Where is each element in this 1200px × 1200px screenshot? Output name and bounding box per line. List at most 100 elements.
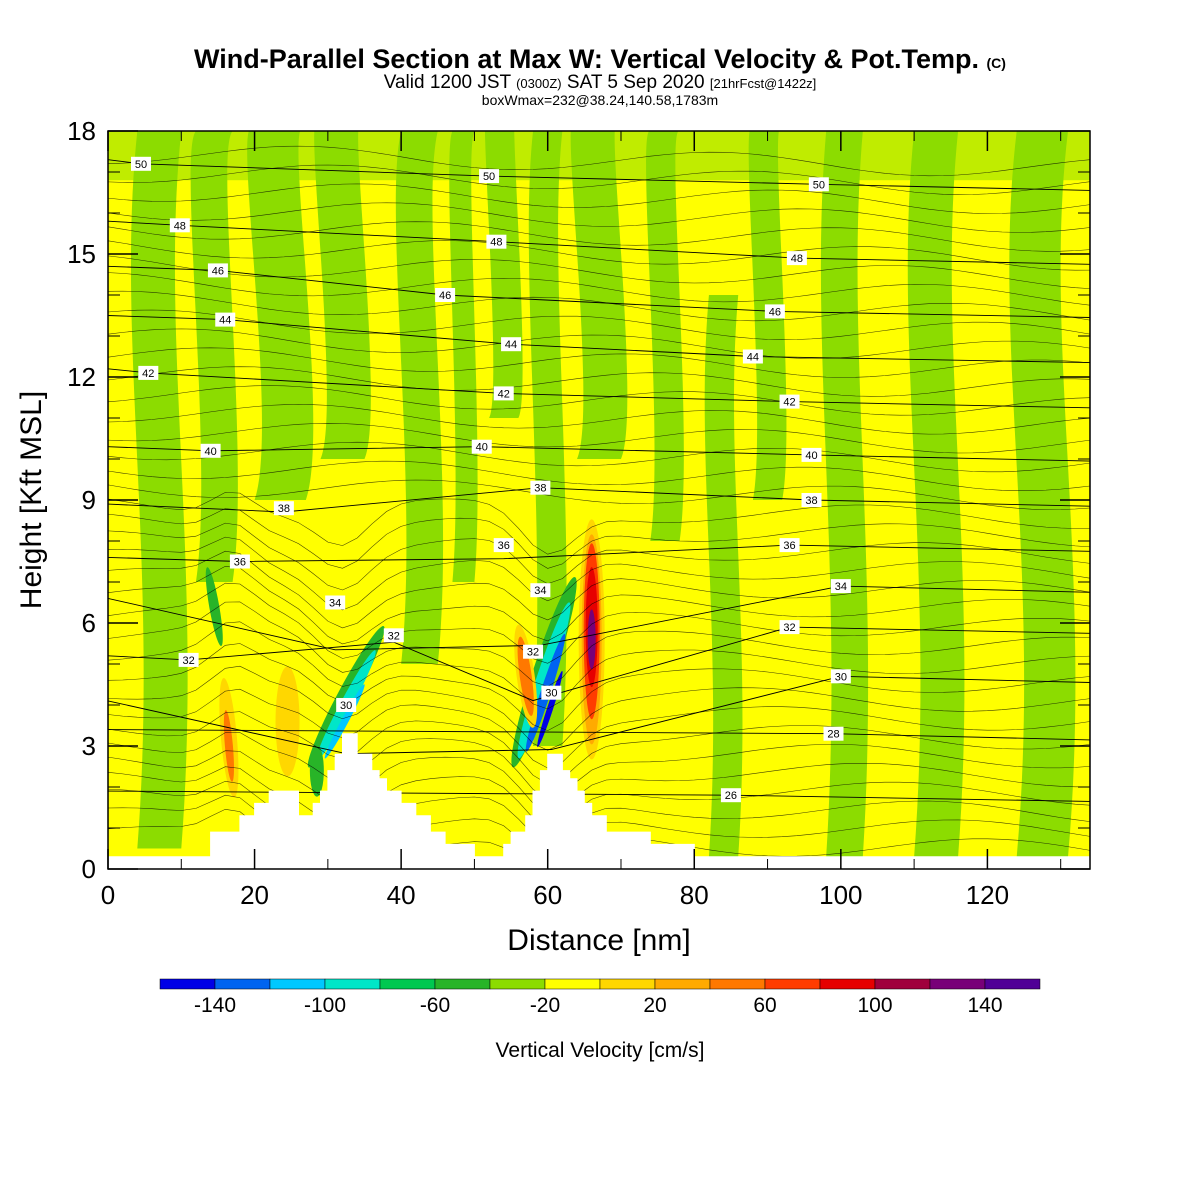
contour-label-text: 34 bbox=[329, 598, 341, 610]
contour-label-bg bbox=[273, 501, 294, 516]
downdraft-3 bbox=[205, 567, 223, 647]
contour-label-bg bbox=[493, 386, 514, 401]
theta-line-minor bbox=[108, 164, 1090, 195]
theta-line-minor bbox=[108, 688, 1090, 769]
contour-label-bg bbox=[501, 337, 522, 352]
green-streak bbox=[130, 131, 188, 849]
contour-label-bg bbox=[336, 698, 357, 712]
contour-label-text: 34 bbox=[534, 585, 546, 597]
y-tick-label: 6 bbox=[82, 608, 96, 638]
contour-label-text: 40 bbox=[476, 442, 488, 454]
contour-label: 46 bbox=[435, 288, 456, 302]
contour-label-bg bbox=[830, 669, 851, 684]
x-tick-label: 100 bbox=[819, 880, 862, 910]
theta-line-minor bbox=[108, 272, 1090, 306]
contour-label: 28 bbox=[823, 726, 844, 741]
contour-label-bg bbox=[779, 620, 800, 635]
theta-line-minor bbox=[108, 643, 1090, 731]
contour-label: 42 bbox=[779, 394, 800, 409]
colorbar: -140 -100 -60 -20 20 60 100 140 bbox=[159, 978, 1041, 1017]
contour-label-text: 46 bbox=[769, 306, 781, 318]
theta-line-minor bbox=[108, 601, 1090, 687]
contour-label: 36 bbox=[493, 538, 514, 553]
contour-label-bg bbox=[229, 554, 250, 569]
contour-label-text: 48 bbox=[791, 253, 803, 265]
terrain bbox=[108, 733, 1090, 869]
contour-label: 32 bbox=[779, 620, 800, 635]
theta-line-minor bbox=[108, 385, 1090, 416]
contour-label: 32 bbox=[523, 644, 544, 659]
colorbar-tick-label: 20 bbox=[643, 994, 666, 1017]
downdraft-4 bbox=[309, 744, 324, 797]
theta-line-36 bbox=[108, 544, 1090, 562]
x-tick-label: 0 bbox=[101, 880, 115, 910]
x-tick-label: 20 bbox=[240, 880, 269, 910]
green-streak bbox=[314, 131, 371, 459]
contour-label: 38 bbox=[273, 501, 294, 516]
contour-label: 50 bbox=[130, 156, 151, 171]
contour-label-text: 32 bbox=[527, 647, 539, 659]
copyright-mark: (C) bbox=[986, 55, 1006, 71]
colorbar-swatch bbox=[159, 978, 216, 990]
terrain-fill bbox=[108, 733, 1090, 869]
contour-label: 34 bbox=[325, 595, 346, 610]
colorbar-swatch bbox=[489, 978, 546, 990]
green-streak bbox=[1009, 131, 1076, 857]
colorbar-tick-label: 60 bbox=[753, 994, 776, 1017]
updraft-4 bbox=[275, 666, 300, 777]
x-tick-label: 60 bbox=[533, 880, 562, 910]
contour-label-bg bbox=[207, 263, 228, 278]
y-tick-label: 15 bbox=[67, 239, 96, 269]
green-streak bbox=[247, 131, 314, 500]
contour-label-bg bbox=[471, 439, 492, 454]
theta-line-minor bbox=[108, 550, 1090, 629]
colorbar-swatch bbox=[764, 978, 821, 990]
colorbar-tick-label: -140 bbox=[194, 994, 236, 1017]
colorbar-tick-label: -20 bbox=[530, 994, 560, 1017]
contour-label: 46 bbox=[764, 304, 785, 319]
contour-label: 32 bbox=[178, 652, 199, 667]
contour-label-text: 48 bbox=[490, 237, 502, 249]
y-tick-label: 9 bbox=[82, 485, 96, 515]
contour-label-bg bbox=[823, 726, 844, 741]
contour-label: 44 bbox=[501, 337, 522, 352]
contour-label-bg bbox=[779, 394, 800, 409]
green-streak bbox=[570, 131, 628, 459]
chart-valid-time: Valid 1200 JST (0300Z) SAT 5 Sep 2020 [2… bbox=[0, 72, 1200, 94]
contour-label-text: 28 bbox=[827, 729, 839, 741]
contour-label-text: 42 bbox=[498, 388, 510, 400]
theta-line-minor bbox=[108, 508, 1090, 569]
theta-line-minor bbox=[108, 347, 1090, 378]
theta-line-minor bbox=[108, 183, 1090, 214]
contour-label-text: 36 bbox=[234, 557, 246, 569]
colorbar-swatch bbox=[214, 978, 271, 990]
theta-line-minor bbox=[108, 665, 1090, 751]
theta-line-minor bbox=[108, 522, 1090, 591]
y-tick-label: 0 bbox=[82, 854, 96, 884]
contour-label-text: 36 bbox=[783, 540, 795, 552]
theta-line-minor bbox=[108, 460, 1090, 491]
contour-label: 38 bbox=[801, 493, 822, 507]
theta-line-minor bbox=[108, 404, 1090, 435]
contour-label-text: 36 bbox=[498, 540, 510, 552]
theta-line-minor bbox=[108, 202, 1090, 233]
contour-label: 30 bbox=[830, 669, 851, 684]
contour-label: 34 bbox=[530, 583, 551, 598]
contour-label-text: 38 bbox=[805, 495, 817, 507]
green-streak bbox=[449, 131, 478, 582]
contour-label-text: 40 bbox=[805, 450, 817, 462]
theta-line-minor bbox=[108, 750, 1090, 813]
colorbar-swatch bbox=[819, 978, 876, 990]
title-text: Wind-Parallel Section at Max W: Vertical… bbox=[194, 44, 979, 74]
chart-title: Wind-Parallel Section at Max W: Vertical… bbox=[0, 44, 1200, 75]
colorbar-tick-label: -100 bbox=[304, 994, 346, 1017]
x-tick-label: 120 bbox=[966, 880, 1009, 910]
colorbar-label: Vertical Velocity [cm/s] bbox=[496, 1039, 705, 1062]
contour-label-text: 50 bbox=[483, 171, 495, 183]
y-tick-label: 3 bbox=[82, 731, 96, 761]
contour-label-text: 50 bbox=[135, 159, 147, 171]
contour-label-text: 46 bbox=[439, 290, 451, 302]
contour-label: 48 bbox=[786, 251, 807, 266]
contour-label-text: 48 bbox=[174, 220, 186, 232]
